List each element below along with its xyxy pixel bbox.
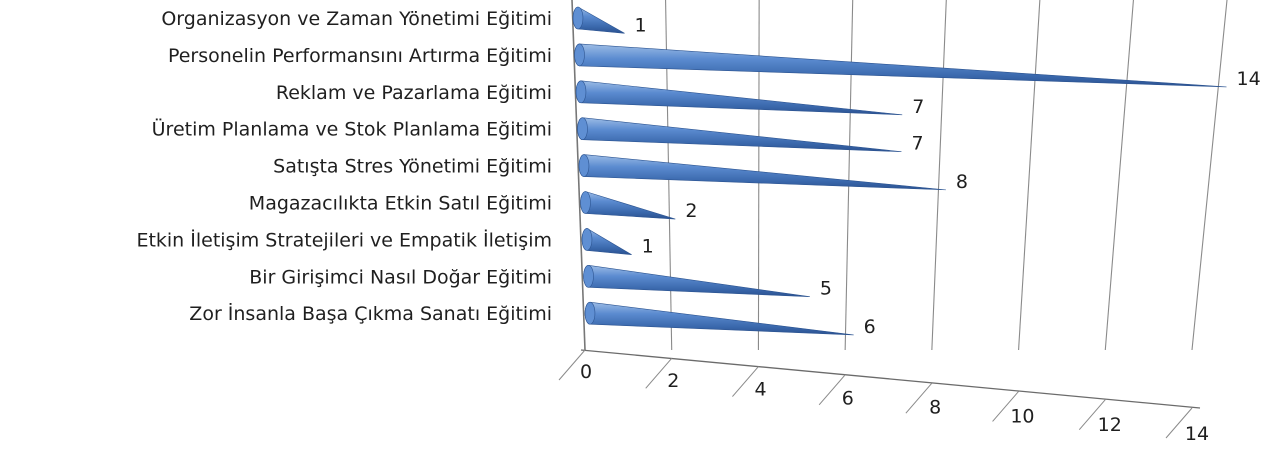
category-label-uretim-planlama-ve-stok-planlama-egitimi: Üretim Planlama ve Stok Planlama Eğitimi: [152, 118, 552, 141]
cone-base-etkin-iletisim-stratejileri-ve-empatik-iletisim: [581, 228, 593, 251]
data-label-satista-stres-yonetimi-egitimi: 8: [956, 171, 968, 193]
category-label-bir-girisimci-nasil-dogar-egitimi: Bir Girişimci Nasıl Doğar Eğitimi: [249, 266, 552, 288]
x-tick-label-4: 4: [755, 379, 767, 401]
floor-tick-10: [992, 391, 1019, 422]
category-label-personelin-performansini-artirma-egitimi: Personelin Performansını Artırma Eğitimi: [168, 45, 552, 67]
category-label-magazacilikta-etkin-satil-egitimi: Magazacılıkta Etkin Satıl Eğitimi: [249, 193, 552, 215]
x-axis-tick-labels: 0 2 4 6 8 10 12 14: [580, 361, 1209, 445]
category-label-reklam-ve-pazarlama-egitimi: Reklam ve Pazarlama Eğitimi: [276, 82, 552, 104]
floor-tick-4: [732, 366, 759, 397]
data-label-organizasyon-ve-zaman-yonetimi-egitimi: 1: [635, 14, 647, 36]
data-label-uretim-planlama-ve-stok-planlama-egitimi: 7: [911, 133, 923, 155]
x-tick-label-0: 0: [580, 361, 592, 383]
x-tick-label-6: 6: [842, 388, 854, 410]
x-tick-label-14: 14: [1185, 423, 1209, 445]
gridline-8: [931, 0, 947, 351]
gridline-0: [571, 0, 586, 351]
data-label-etkin-iletisim-stratejileri-ve-empatik-iletisim: 1: [642, 236, 654, 258]
cone-bars: [572, 6, 1227, 336]
data-label-magazacilikta-etkin-satil-egitimi: 2: [685, 200, 697, 222]
x-tick-label-12: 12: [1098, 414, 1122, 436]
x-tick-label-8: 8: [929, 396, 941, 418]
data-label-bir-girisimci-nasil-dogar-egitimi: 5: [820, 278, 832, 300]
floor-tick-2: [645, 357, 673, 389]
data-labels: 1 14 7 7 8 2 1 5 6: [635, 14, 1261, 338]
floor-tick-8: [905, 382, 933, 414]
category-label-satista-stres-yonetimi-egitimi: Satışta Stres Yönetimi Eğitimi: [273, 156, 552, 178]
cone-bar-satista-stres-yonetimi-egitimi: [578, 154, 946, 191]
x-tick-label-10: 10: [1010, 405, 1034, 427]
cone-base-satista-stres-yonetimi-egitimi: [578, 154, 590, 177]
data-label-reklam-ve-pazarlama-egitimi: 7: [912, 96, 924, 118]
gridline-10: [1018, 0, 1041, 351]
cone-base-organizasyon-ve-zaman-yonetimi-egitimi: [572, 6, 584, 30]
x-tick-label-2: 2: [667, 370, 679, 392]
floor-tick-0: [558, 349, 586, 381]
data-label-zor-insanla-basa-cikma-sanati-egitimi: 6: [864, 316, 876, 338]
cone-bar-reklam-ve-pazarlama-egitimi: [575, 80, 903, 116]
floor-tick-14: [1165, 407, 1193, 439]
category-label-etkin-iletisim-stratejileri-ve-empatik-iletisim: Etkin İletişim Stratejileri ve Empatik İ…: [136, 228, 552, 251]
cone-base-bir-girisimci-nasil-dogar-egitimi: [583, 264, 594, 288]
data-label-personelin-performansini-artirma-egitimi: 14: [1237, 68, 1261, 90]
gridline-12: [1104, 0, 1134, 351]
cone-base-uretim-planlama-ve-stok-planlama-egitimi: [577, 117, 588, 140]
floor-tick-6: [818, 374, 846, 406]
category-labels: Organizasyon ve Zaman Yönetimi Eğitimi Pe…: [136, 8, 552, 325]
cone-base-reklam-ve-pazarlama-egitimi: [575, 80, 587, 104]
cone-base-magazacilikta-etkin-satil-egitimi: [580, 191, 591, 214]
floor-tick-12: [1078, 399, 1106, 431]
cone-base-personelin-performansini-artirma-egitimi: [574, 43, 585, 67]
category-label-zor-insanla-basa-cikma-sanati-egitimi: Zor İnsanla Başa Çıkma Sanatı Eğitimi: [189, 302, 552, 325]
category-label-organizasyon-ve-zaman-yonetimi-egitimi: Organizasyon ve Zaman Yönetimi Eğitimi: [161, 8, 552, 30]
gridline-14: [1191, 0, 1228, 351]
cone-base-zor-insanla-basa-cikma-sanati-egitimi: [584, 301, 596, 325]
cone-bar-magazacilikta-etkin-satil-egitimi: [580, 191, 676, 220]
cone-bar-zor-insanla-basa-cikma-sanati-egitimi: [584, 301, 854, 336]
cone-bar-bir-girisimci-nasil-dogar-egitimi: [583, 264, 810, 298]
gridline-6: [844, 0, 854, 351]
floor-front-edge: [580, 349, 1201, 409]
cone-bar-uretim-planlama-ve-stok-planlama-egitimi: [577, 117, 902, 152]
